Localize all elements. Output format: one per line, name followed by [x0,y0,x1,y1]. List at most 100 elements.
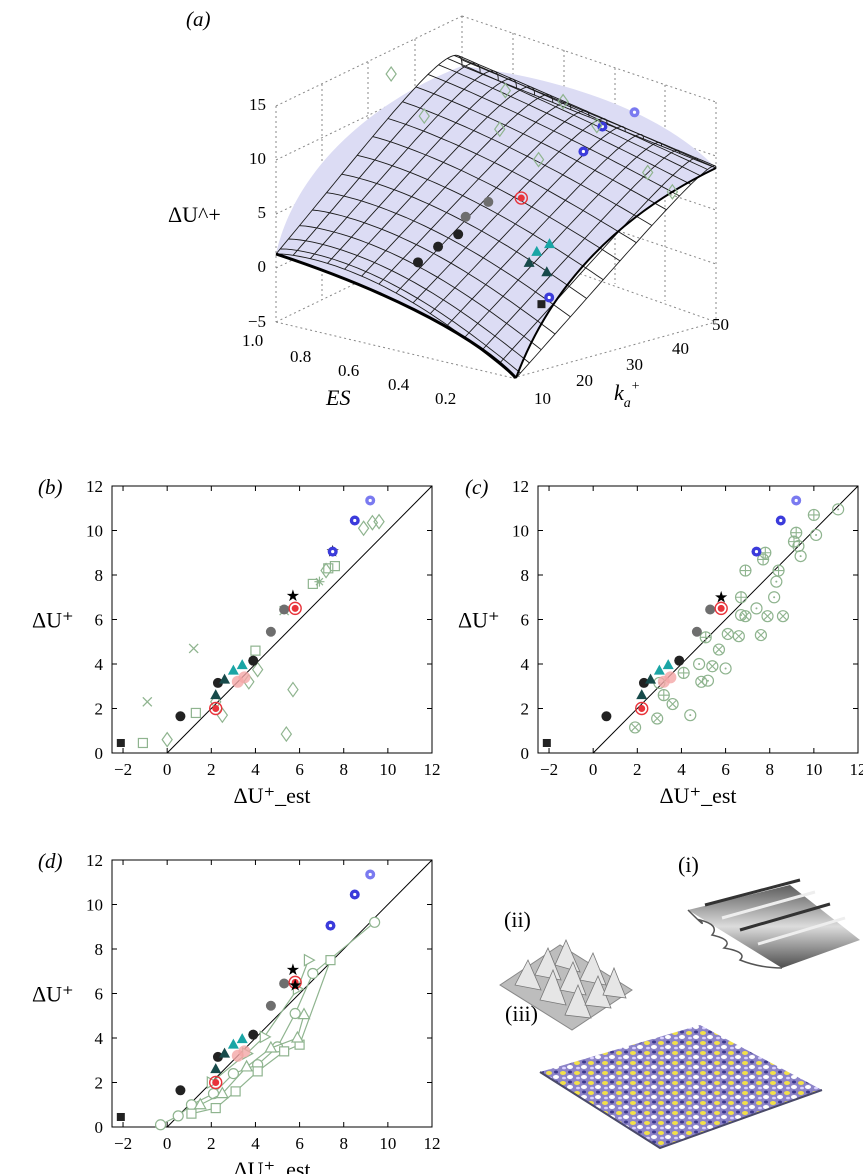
inset-ii: (ii) [499,907,633,1031]
chart-marker-circ_blue [349,515,360,526]
chart-marker-star: ★ [286,962,300,979]
chart-marker-star: ★ [288,978,302,995]
chart-marker-otimes_green [651,712,664,725]
chart-marker-circ_grey [705,604,716,615]
chart-marker-green-circle [307,967,319,980]
chart-marker-x_green [188,643,199,654]
chart-marker-diamond_green [366,514,379,531]
mesh-line [461,65,717,169]
chart-marker-tri_dark [636,689,648,700]
chart-marker-oplus_green [759,546,772,559]
chart-marker-green [494,121,506,138]
x-tick-label: 6 [295,1134,304,1153]
chart-marker-circ_red [635,701,649,716]
chart-marker-circ_blue [544,292,555,303]
chart-marker-green [499,82,512,99]
es-tick: 0.2 [435,389,456,408]
chart-marker-star: ★ [286,588,300,605]
mesh-line [427,73,680,197]
chart-marker-tri_dark [210,689,222,700]
chart-marker-odot_green [719,662,732,675]
chart-marker-diamond_green [251,661,264,678]
rough-surface-edge [539,1071,823,1150]
chart-marker-green-circle [172,1110,184,1122]
chart-marker-tri_teal [236,1033,248,1044]
y-tick-label: 6 [95,985,104,1004]
x-tick-label: 8 [765,760,774,779]
chart-marker-oplus_green [772,564,785,577]
chart-marker-blue [578,146,589,157]
x-tick-label: 0 [163,760,172,779]
chart-marker-circ_red [714,601,728,616]
wavy-ridge [739,902,831,932]
x-axis-label: ΔU⁺_est [233,783,310,808]
x-tick-label: −2 [540,760,558,779]
chart-marker-tri_teal [227,1038,239,1049]
mesh-line [458,55,713,167]
z-tick: 5 [258,203,267,222]
x-tick-label: −2 [114,1134,132,1153]
es-tick: 0.4 [388,375,410,394]
mesh-line [461,59,716,167]
mesh-line [415,86,667,211]
chart-marker-green [591,117,603,134]
svg-text:★: ★ [288,978,302,995]
chart-marker-circ_dark [601,711,612,722]
chart-marker-odot_green [832,503,845,516]
chart-marker-star: ★ [714,589,728,606]
chart-marker-circ_dark [248,1029,259,1040]
chart-marker-circ_dark [212,1051,223,1062]
chart-marker-green-tri_up [215,1086,229,1099]
chart-marker-green [666,183,679,200]
x-tick-label: 2 [207,760,216,779]
chart-marker-green-tri_up [297,1007,311,1020]
chart-marker-green [557,93,569,110]
x-tick-label: 8 [339,1134,348,1153]
panel-d: (d) −2 0 2 4 6 8 10 12 0 2 4 6 8 10 12 ΔU⁺_est ΔU⁺ ★★ [32,849,441,1174]
surface-mesh [275,54,717,379]
chart-marker-odot_green [750,602,763,615]
x-tick-label: 6 [721,760,730,779]
chart-marker-odot_green [768,591,781,604]
x-tick-label: 2 [207,1134,216,1153]
chart-marker-green-square [210,1102,221,1114]
x-tick-label: 2 [633,760,642,779]
chart-marker-odot_green [770,575,783,588]
x-tick-label: 6 [295,760,304,779]
x-tick-label: 4 [251,760,260,779]
chart-marker-circ_blue [751,546,762,557]
z-tick: 0 [258,257,267,276]
x-tick-label: 10 [379,760,396,779]
chart-marker-green-square [230,1086,241,1097]
chart-marker-otimes_green [666,697,679,711]
chart-marker-diamond_green [161,731,173,748]
chart-marker-diamond_green [373,513,385,530]
y-tick-label: 10 [512,522,529,541]
y-tick-label: 2 [95,700,104,719]
es-tick: 1.0 [242,331,263,350]
y-tick-label: 2 [521,700,530,719]
chart-marker-otimes_green [776,610,790,623]
chart-marker-x_green [142,696,153,707]
chart-marker-otimes_green [739,610,752,623]
chart-marker-green-circle [289,1007,301,1020]
k-tick: 30 [626,355,643,374]
chart-marker-otimes_green [629,721,642,734]
chart-marker-odot_green [794,549,807,563]
chart-marker-circ_blue_light [791,495,802,506]
chart-marker-circ_dark [212,677,223,688]
y-tick-label: 10 [86,896,103,915]
z-axis-label: ΔU^+ [168,202,221,227]
k-axis: 10 20 30 40 50 ka+ [534,315,729,411]
plot-frame [537,485,859,754]
y-tick-label: 8 [95,940,104,959]
x-axis-label: ΔU⁺_est [233,1157,310,1174]
y-axis-label: ΔU⁺ [32,608,74,633]
chart-marker-grey [460,211,471,222]
wavy-ridge [687,909,783,969]
mesh-line [438,64,692,185]
chart-marker-dark [433,241,444,252]
chart-marker-odot_green [792,539,805,553]
